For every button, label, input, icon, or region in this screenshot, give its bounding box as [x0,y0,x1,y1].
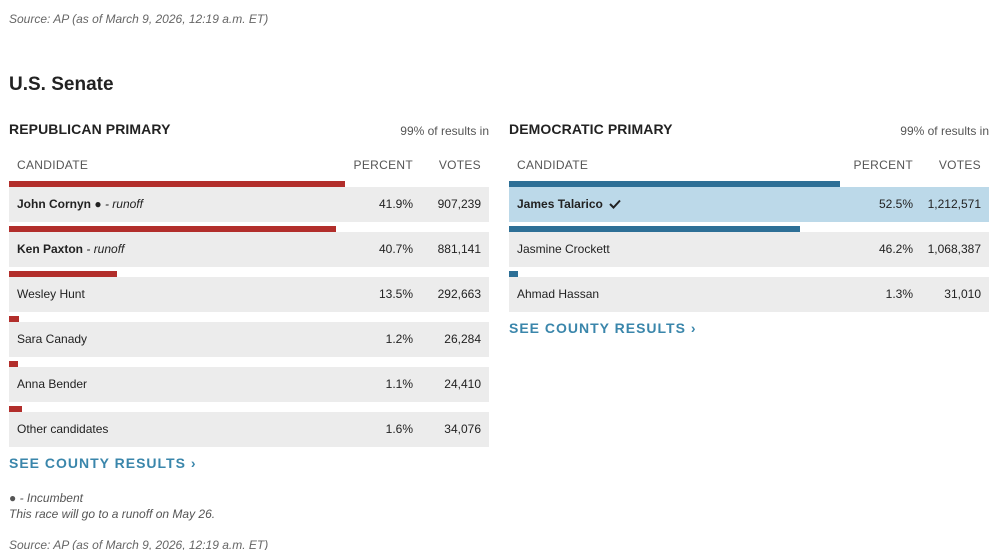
column-header-votes: VOTES [438,158,481,172]
republican-see-county-results-link[interactable]: SEE COUNTY RESULTS › [9,455,197,471]
vote-share-bar [9,406,22,412]
candidate-votes: 26,284 [444,332,481,346]
candidate-percent: 1.1% [385,377,413,391]
section-title: U.S. Senate [9,74,114,95]
source-note-bottom: Source: AP (as of March 9, 2026, 12:19 a… [9,538,269,550]
winner-check-icon [609,198,621,209]
candidate-name-cell: Wesley Hunt [17,287,85,301]
candidate-row: Jasmine Crockett 46.2% 1,068,387 [509,226,989,271]
candidate-name: Other candidates [17,422,109,436]
candidate-row: Ken Paxton - runoff 40.7% 881,141 [9,226,489,271]
vote-share-bar [509,271,518,277]
candidate-votes: 34,076 [444,422,481,436]
runoff-note: - runoff [86,242,125,256]
candidate-name: James Talarico [517,197,603,211]
source-note-top: Source: AP (as of March 9, 2026, 12:19 a… [9,12,269,26]
candidate-name-cell: Jasmine Crockett [517,242,610,256]
candidate-votes: 907,239 [437,197,481,211]
vote-share-bar [9,226,336,232]
vote-share-bar [9,361,18,367]
candidate-name-cell: Sara Canady [17,332,87,346]
column-header-votes: VOTES [938,158,981,172]
republican-reporting-status: 99% of results in [400,124,489,138]
candidate-percent: 46.2% [878,242,913,256]
democratic-results-rows: James Talarico 52.5% 1,212,571 Jasmine Croc… [509,181,989,316]
republican-results-rows: John Cornyn ● - runoff 41.9% 907,239 Ken Pa… [9,181,489,451]
row-background [9,187,489,222]
candidate-percent: 41.9% [378,197,413,211]
runoff-note: - runoff [104,197,143,211]
candidate-votes: 24,410 [444,377,481,391]
candidate-percent: 1.3% [885,287,913,301]
candidate-percent: 40.7% [378,242,413,256]
row-background [9,277,489,312]
row-background [9,232,489,267]
candidate-votes: 881,141 [437,242,481,256]
incumbent-footnote: ● - Incumbent [9,491,83,505]
column-header-percent: PERCENT [853,158,913,172]
republican-primary-panel: REPUBLICAN PRIMARY 99% of results in CAN… [9,121,489,473]
candidate-name-cell: Other candidates [17,422,108,436]
vote-share-bar [9,316,19,322]
candidate-row: Other candidates 1.6% 34,076 [9,406,489,451]
row-background [509,187,989,222]
candidate-row: John Cornyn ● - runoff 41.9% 907,239 [9,181,489,226]
candidate-name: Ken Paxton [17,242,84,256]
candidate-name: Jasmine Crockett [517,242,610,256]
column-header-percent: PERCENT [353,158,413,172]
runoff-footnote: This race will go to a runoff on May 26. [9,507,216,521]
candidate-name: Ahmad Hassan [517,287,600,301]
republican-primary-title: REPUBLICAN PRIMARY [9,121,171,137]
democratic-primary-panel: DEMOCRATIC PRIMARY 99% of results in CAN… [509,121,989,338]
row-background [509,277,989,312]
candidate-name: John Cornyn [17,197,91,211]
candidate-votes: 31,010 [944,287,981,301]
results-table-header: CANDIDATE PERCENT VOTES [509,155,989,181]
candidate-name-cell: Ken Paxton - runoff [17,242,124,256]
row-background [509,232,989,267]
column-header-candidate: CANDIDATE [17,158,89,172]
candidate-row: Anna Bender 1.1% 24,410 [9,361,489,406]
footnotes: ● - Incumbent This race will go to a run… [9,490,215,522]
candidate-name-cell: James Talarico [517,197,621,211]
results-table-header: CANDIDATE PERCENT VOTES [9,155,489,181]
candidate-votes: 1,068,387 [927,242,981,256]
candidate-percent: 1.6% [385,422,413,436]
candidate-votes: 1,212,571 [927,197,981,211]
democratic-reporting-status: 99% of results in [900,124,989,138]
column-header-candidate: CANDIDATE [517,158,589,172]
candidate-name-cell: Anna Bender [17,377,87,391]
vote-share-bar [509,226,800,232]
candidate-row: Ahmad Hassan 1.3% 31,010 [509,271,989,316]
candidate-name: Sara Canady [17,332,88,346]
candidate-percent: 52.5% [878,197,913,211]
candidate-votes: 292,663 [437,287,481,301]
row-background [9,322,489,357]
candidate-percent: 1.2% [385,332,413,346]
candidate-name: Anna Bender [17,377,88,391]
candidate-name-cell: Ahmad Hassan [517,287,599,301]
vote-share-bar [9,271,117,277]
panel-header: DEMOCRATIC PRIMARY 99% of results in [509,121,989,143]
panel-header: REPUBLICAN PRIMARY 99% of results in [9,121,489,143]
candidate-name-cell: John Cornyn ● - runoff [17,197,143,211]
candidate-name: Wesley Hunt [17,287,85,301]
candidate-percent: 13.5% [378,287,413,301]
vote-share-bar [509,181,840,187]
row-background [9,412,489,447]
candidate-row: James Talarico 52.5% 1,212,571 [509,181,989,226]
incumbent-marker: ● [94,197,102,211]
row-background [9,367,489,402]
candidate-row: Wesley Hunt 13.5% 292,663 [9,271,489,316]
candidate-row: Sara Canady 1.2% 26,284 [9,316,489,361]
democratic-primary-title: DEMOCRATIC PRIMARY [509,121,673,137]
vote-share-bar [9,181,345,187]
democratic-see-county-results-link[interactable]: SEE COUNTY RESULTS › [509,320,697,336]
